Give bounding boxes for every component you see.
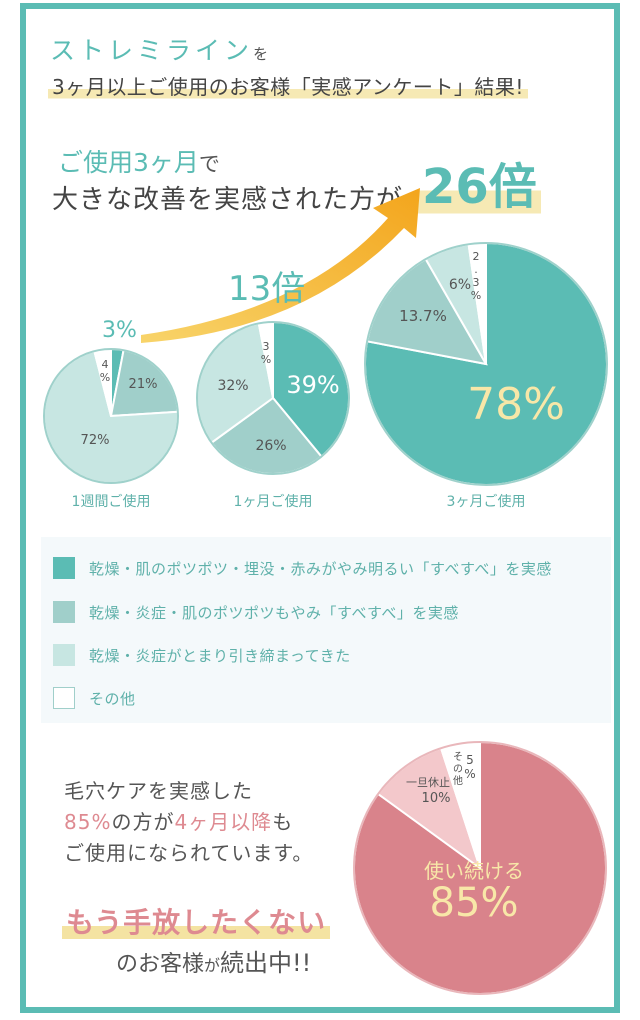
legend-swatch	[53, 601, 75, 623]
slice-category-label: そ	[453, 751, 463, 763]
headline-prefix: ご使用3ヶ月	[58, 148, 199, 177]
retention-line2: 85%の方が4ヶ月以降も	[64, 806, 293, 835]
slice-value-label: 2	[473, 250, 480, 263]
pie-chart-1-week: 21% 72% 4%	[43, 347, 179, 484]
legend-label: 乾燥・炎症がとまり引き締まってきた	[89, 646, 351, 665]
slice-value-label: 78%	[467, 379, 565, 430]
pie-outline	[196, 321, 350, 475]
legend-item: その他	[53, 686, 136, 710]
pie-outline	[353, 741, 607, 995]
headline-line1: ご使用3ヶ月で	[58, 143, 220, 179]
slice-category-label: 他	[453, 774, 463, 787]
slice-value-label: 39%	[286, 371, 339, 399]
retention-mid: の方が	[111, 810, 175, 834]
header-title: ストレミラインを	[50, 31, 268, 67]
legend-label: 乾燥・肌のポツポツ・埋没・赤みがやみ明るい「すべすべ」を実感	[89, 559, 552, 578]
legend: 乾燥・肌のポツポツ・埋没・赤みがやみ明るい「すべすべ」を実感 乾燥・炎症・肌のポ…	[41, 537, 611, 723]
legend-swatch	[53, 557, 75, 579]
slice-category-label: 使い続ける	[424, 859, 524, 883]
charts-canvas: 3% 13倍 21% 72% 4% 39% 26% 32% 3% 78% 13.7%6% 2.…	[43, 188, 608, 995]
retention-end: も	[272, 810, 294, 834]
header-particle: を	[253, 45, 269, 63]
headline-multiplier: 26倍	[418, 147, 541, 217]
slice-value-label: 32%	[217, 378, 248, 394]
legend-item: 乾燥・肌のポツポツ・埋没・赤みがやみ明るい「すべすべ」を実感	[53, 556, 552, 580]
slice-value-label: 6%	[449, 277, 471, 293]
headline-line2: 大きな改善を実感された方が	[52, 185, 404, 215]
slice-value-label: %	[261, 353, 271, 366]
retention-months: 4ヶ月以降	[174, 810, 273, 834]
retention-footer-small: が	[204, 956, 221, 975]
legend-swatch	[53, 687, 75, 709]
growth-arrow	[141, 188, 420, 343]
slice-value-label: 3	[263, 340, 270, 353]
legend-label: 乾燥・炎症・肌のポツポツもやみ「すべすべ」を実感	[89, 603, 459, 622]
retention-footer-end: 続出中!!	[220, 949, 312, 977]
retention-pct: 85%	[64, 810, 112, 834]
retention-footer: のお客様が続出中!!	[116, 943, 311, 978]
slice-value-label: 3	[473, 276, 480, 289]
retention-line1: 毛穴ケアを実感した	[64, 779, 253, 803]
legend-item: 乾燥・炎症・肌のポツポツもやみ「すべすべ」を実感	[53, 600, 459, 624]
pie-title-3-month: 3ヶ月ご使用	[447, 493, 526, 510]
legend-item: 乾燥・炎症がとまり引き締まってきた	[53, 643, 351, 667]
slice-value-label: %	[464, 767, 475, 781]
slice-category-label: の	[453, 764, 463, 775]
headline-prefix-suffix: で	[198, 152, 220, 176]
pie-chart-retention: 85% 10% 5% 使い続ける 一旦休止 その他	[353, 740, 607, 995]
slice-value-label: 4	[102, 358, 109, 371]
header-product-name: ストレミライン	[50, 36, 254, 65]
pie-outline	[43, 348, 179, 484]
content-frame: ストレミラインを 3ヶ月以上ご使用のお客様「実感アンケート」結果! ご使用3ヶ月…	[20, 3, 620, 1013]
slice-value-label: 5	[466, 753, 474, 767]
mid-multiplier-label: 13倍	[228, 269, 305, 309]
retention-callout: もう手放したくない	[62, 901, 331, 941]
start-value-label: 3%	[102, 318, 137, 343]
pie-chart-3-month: 78% 13.7%6% 2.3%	[364, 241, 608, 486]
slice-value-label: 21%	[129, 377, 158, 392]
legend-label: その他	[89, 689, 136, 708]
slice-value-label: %	[100, 371, 110, 384]
legend-swatch	[53, 644, 75, 666]
pie-outline	[364, 242, 608, 486]
slice-value-label: %	[471, 289, 481, 302]
slice-value-label: .	[474, 263, 478, 276]
retention-line3: ご使用になられています。	[64, 841, 314, 865]
pie-title-1-week: 1週間ご使用	[72, 493, 151, 510]
slice-value-label: 85%	[430, 880, 519, 926]
slice-value-label: 10%	[422, 791, 451, 806]
header-subtitle: 3ヶ月以上ご使用のお客様「実感アンケート」結果!	[48, 71, 528, 100]
pie-title-1-month: 1ヶ月ご使用	[234, 493, 313, 510]
slice-value-label: 13.7%	[399, 307, 447, 325]
slice-category-label: 一旦休止	[406, 776, 450, 789]
pie-chart-1-month: 39% 26% 32% 3%	[196, 320, 350, 475]
slice-value-label: 72%	[81, 433, 110, 448]
slice-value-label: 26%	[255, 438, 286, 454]
retention-footer-pre: のお客様	[116, 952, 205, 977]
